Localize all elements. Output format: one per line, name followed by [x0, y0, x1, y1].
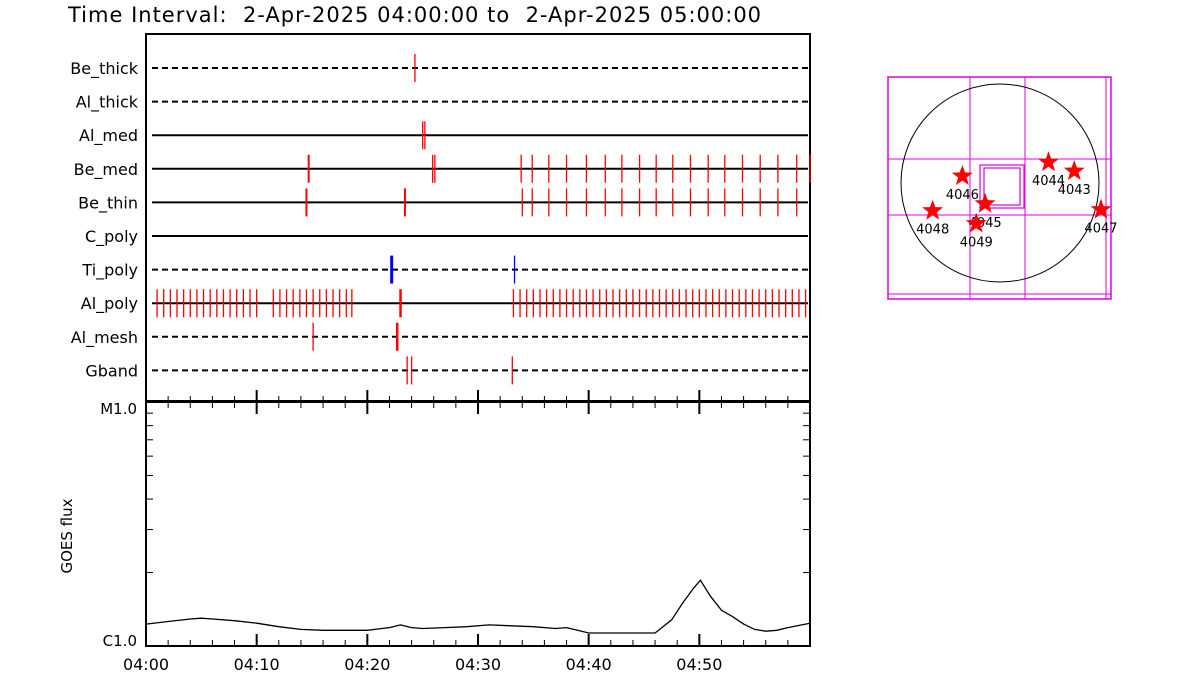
- timeline-frame: [145, 33, 811, 402]
- region-label-4048: 4048: [916, 223, 949, 238]
- region-label-4047: 4047: [1084, 222, 1117, 237]
- map-fov-box: [979, 164, 1025, 209]
- title-end-time: 2-Apr-2025 05:00:00: [525, 3, 763, 27]
- region-label-4043: 4043: [1058, 183, 1091, 198]
- goes-flux-plot: GOES flux M1.0 C1.0 04:00 04:10 04:20 04:30…: [58, 390, 811, 674]
- map-frame: [887, 76, 1112, 300]
- goes-y-axis-label: GOES flux: [58, 498, 76, 573]
- region-label-4044: 4044: [1032, 174, 1065, 189]
- map-fov-box: [983, 167, 1021, 206]
- goes-flux-line: [145, 579, 811, 634]
- region-star-icon: [965, 212, 987, 233]
- goes-y-label-min: C1.0: [103, 632, 137, 650]
- goes-x-tick-label: 04:20: [344, 655, 390, 674]
- goes-y-label-max: M1.0: [100, 400, 137, 418]
- row-label-Ti_poly: Ti_poly: [81, 261, 138, 281]
- region-star-icon: [951, 165, 973, 185]
- region-star-icon: [1090, 198, 1112, 219]
- row-label-Gband: Gband: [85, 361, 138, 380]
- row-label-Al_thick: Al_thick: [76, 93, 139, 113]
- region-star-icon: [974, 192, 996, 213]
- region-star-icon: [922, 199, 944, 220]
- region-label-4049: 4049: [960, 236, 993, 251]
- goes-frame: [145, 401, 811, 647]
- goes-x-tick-label: 04:10: [234, 655, 280, 674]
- title-separator: to: [487, 3, 511, 27]
- title-prefix: Time Interval:: [68, 3, 228, 27]
- goes-x-tick-label: 04:50: [676, 655, 722, 674]
- observation-timeline: Be_thick Al_thick Al_med Be_med Be_thin C_pol…: [70, 33, 811, 402]
- region-star-icon: [1038, 151, 1059, 172]
- goes-x-tick-label: 04:30: [455, 655, 501, 674]
- row-label-Al_poly: Al_poly: [81, 294, 138, 314]
- row-label-Al_mesh: Al_mesh: [71, 328, 138, 348]
- solar-limb: [900, 83, 1100, 283]
- chart-title: Time Interval: 2-Apr-2025 04:00:00 to 2-…: [68, 3, 762, 27]
- row-label-C_poly: C_poly: [85, 227, 138, 247]
- row-label-Al_med: Al_med: [79, 126, 138, 146]
- row-label-Be_thin: Be_thin: [78, 193, 138, 213]
- region-label-4046: 4046: [946, 188, 979, 203]
- goes-x-tick-label: 04:00: [123, 655, 169, 674]
- region-star-icon: [1063, 160, 1085, 180]
- row-label-Be_med: Be_med: [74, 160, 138, 180]
- row-label-Be_thick: Be_thick: [70, 59, 138, 79]
- title-start-time: 2-Apr-2025 04:00:00: [242, 3, 480, 27]
- goes-x-tick-label: 04:40: [566, 655, 612, 674]
